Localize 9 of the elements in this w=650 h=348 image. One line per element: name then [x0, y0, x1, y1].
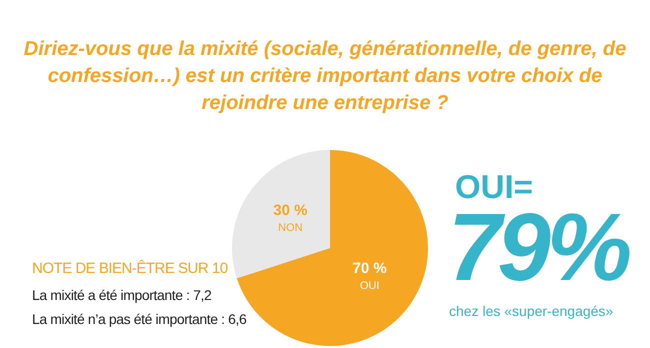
text: NOTE DE BIEN-ÊTRE SUR 10: [32, 260, 228, 277]
data-label: 70 %: [352, 260, 387, 277]
text: La mixité n’a pas été importante : 6,6: [32, 311, 246, 327]
slice-label: OUI: [360, 280, 380, 292]
slice-label: NON: [278, 222, 303, 234]
text: La mixité a été importante : 7,2: [32, 287, 212, 303]
text: chez les «super-engagés»: [449, 303, 614, 319]
chart-title: Diriez-vous que la mixité (sociale, générationnelle, de genre, de confession…) est un critère important dans votre choix de rejoindre une entreprise ?: [22, 37, 628, 116]
data-label: 30 %: [273, 202, 308, 220]
